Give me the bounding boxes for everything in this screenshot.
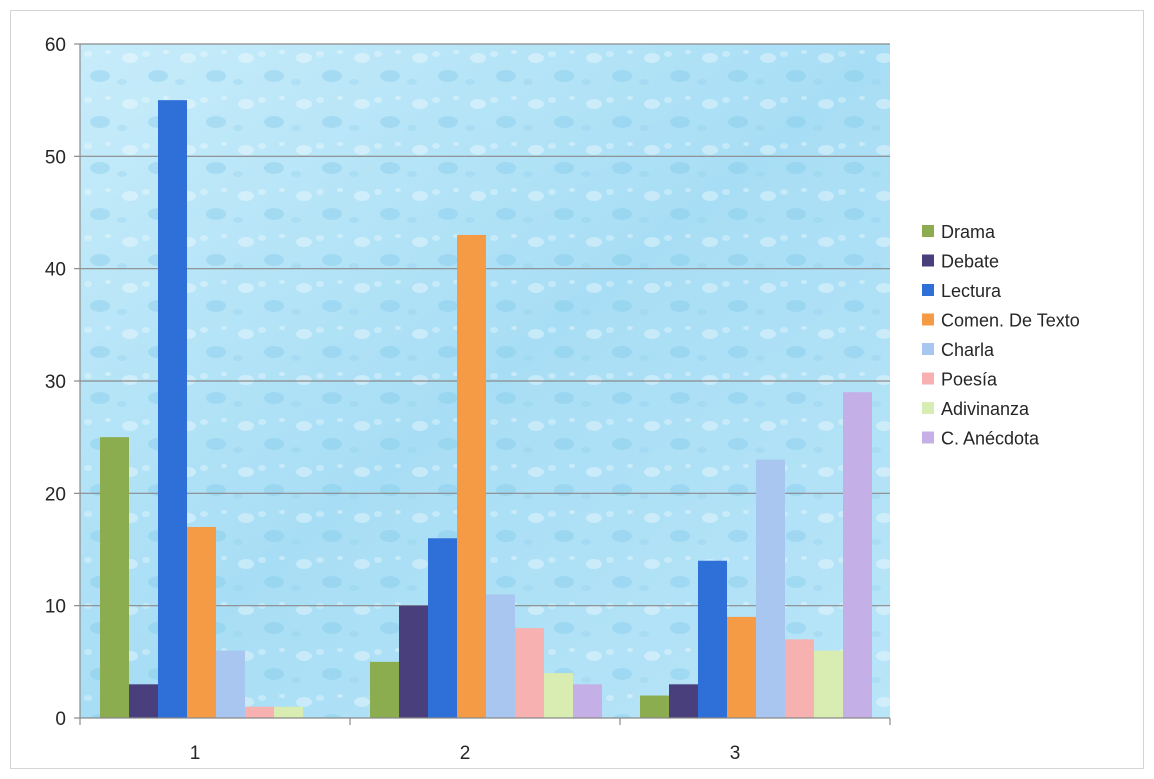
bar: [756, 459, 785, 718]
legend-label: Adivinanza: [941, 399, 1030, 419]
legend-swatch: [922, 431, 934, 444]
y-tick-label: 50: [45, 147, 66, 168]
bar: [274, 706, 303, 718]
legend-label: Poesía: [941, 370, 998, 390]
bar: [216, 650, 245, 718]
bar: [544, 673, 573, 718]
bar: [428, 538, 457, 718]
bar: [486, 594, 515, 718]
y-tick-label: 60: [45, 35, 66, 56]
legend-label: Lectura: [941, 281, 1002, 301]
bar: [457, 234, 486, 718]
bars: [100, 100, 872, 718]
legend-swatch: [922, 284, 934, 296]
bar: [698, 560, 727, 718]
legend-label: Charla: [941, 340, 995, 360]
bar: [573, 684, 602, 718]
y-tick-label: 10: [45, 597, 66, 618]
y-tick-label: 40: [45, 260, 66, 281]
legend-label: Drama: [941, 222, 996, 242]
legend-label: C. Anécdota: [941, 429, 1040, 449]
bar: [640, 695, 669, 718]
bar: [187, 527, 216, 718]
legend-swatch: [922, 372, 934, 385]
bar: [399, 605, 428, 718]
bar: [158, 100, 187, 718]
bar: [370, 661, 399, 718]
y-tick-label: 30: [45, 372, 66, 393]
bar: [843, 392, 872, 718]
legend: Drama Debate Lectura Comen. De Texto Charla P…: [922, 222, 1080, 449]
axes: [74, 43, 891, 725]
x-tick-label: 1: [190, 743, 201, 764]
legend-swatch: [922, 254, 934, 267]
legend-swatch: [922, 225, 934, 237]
x-tick-label: 2: [460, 743, 471, 764]
y-tick-label: 20: [45, 484, 66, 505]
bar: [100, 437, 129, 718]
bar: [727, 616, 756, 718]
bar: [515, 628, 544, 718]
bar: [129, 684, 158, 718]
bar: [245, 706, 274, 718]
bar: [669, 684, 698, 718]
legend-swatch: [922, 402, 934, 414]
x-tick-label: 3: [730, 743, 741, 764]
bar: [814, 650, 843, 718]
tick-labels: 0 10 20 30 40 50 60 1 2 3: [45, 35, 740, 764]
bar: [785, 639, 814, 718]
legend-swatch: [922, 313, 934, 326]
y-tick-label: 0: [55, 709, 66, 730]
legend-label: Comen. De Texto: [941, 311, 1080, 331]
legend-swatch: [922, 343, 934, 355]
legend-label: Debate: [941, 252, 999, 272]
